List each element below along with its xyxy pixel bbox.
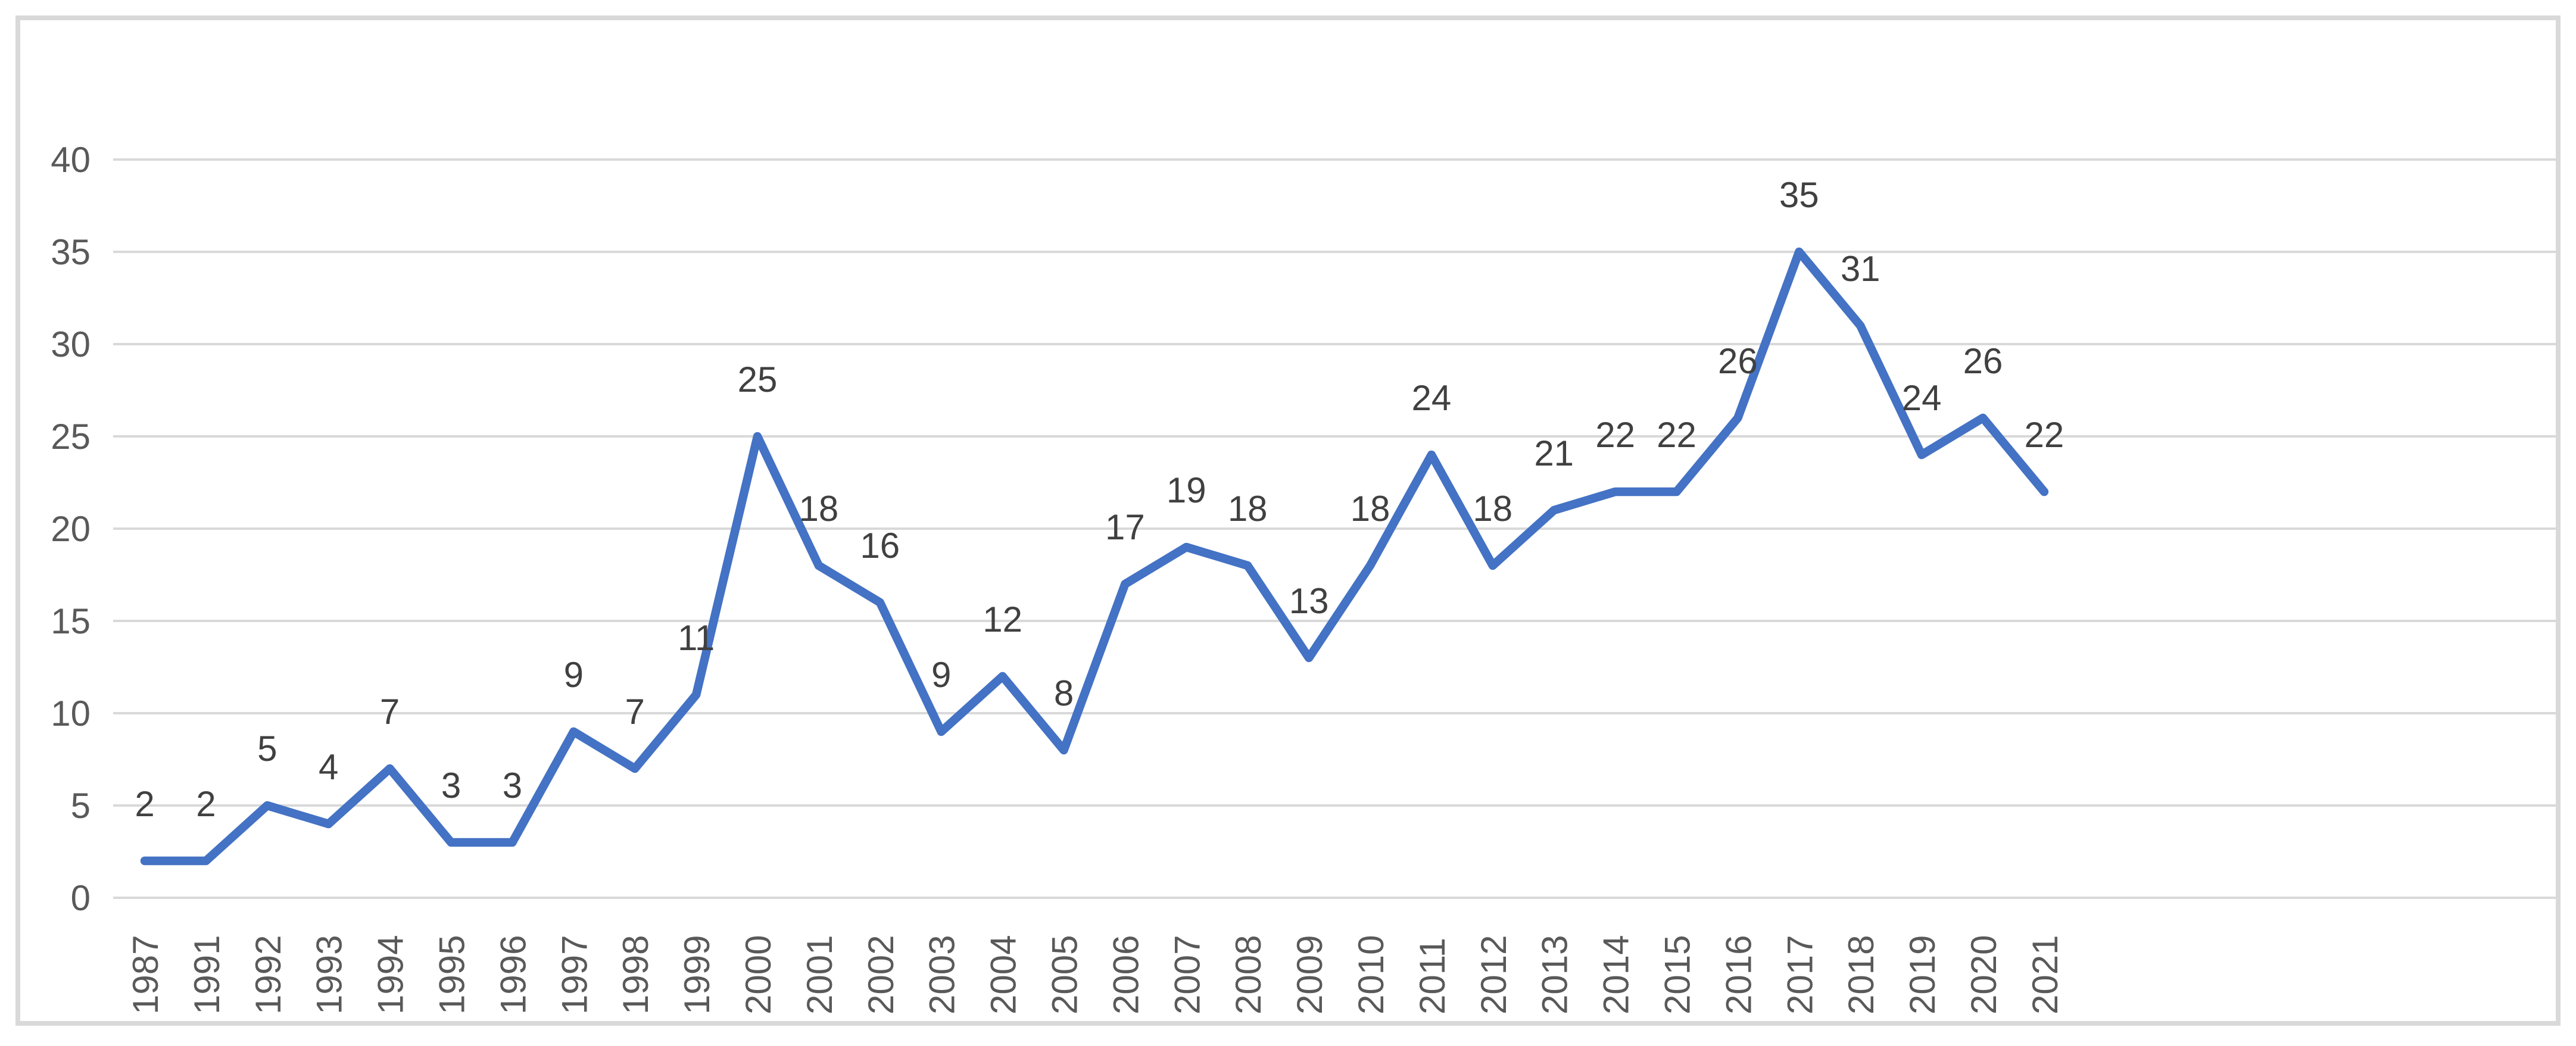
x-axis-tick-label: 2007 [1167, 935, 1207, 1014]
x-axis-tick-label: 2003 [922, 935, 962, 1014]
x-axis-tick-label: 2004 [984, 935, 1024, 1014]
data-label: 22 [2025, 415, 2064, 455]
x-axis-tick-label: 2014 [1596, 935, 1636, 1014]
x-axis-tick-label: 2020 [1964, 935, 2004, 1014]
data-label: 26 [1963, 341, 2003, 381]
data-label: 13 [1289, 581, 1329, 621]
data-label: 4 [319, 747, 338, 787]
data-label: 17 [1105, 507, 1145, 547]
x-axis-tick-label: 2006 [1106, 935, 1146, 1014]
data-label: 3 [503, 766, 522, 805]
x-axis-tick-label: 2018 [1841, 935, 1881, 1014]
x-axis-tick-label: 1995 [432, 935, 472, 1014]
data-label: 31 [1841, 249, 1880, 289]
data-label: 18 [1351, 489, 1390, 529]
data-label: 18 [1228, 489, 1268, 529]
y-axis-tick-label: 20 [51, 509, 91, 549]
x-axis-tick-label: 1996 [493, 935, 533, 1014]
x-axis-tick-label: 2013 [1535, 935, 1575, 1014]
x-axis-tick-label: 2016 [1719, 935, 1758, 1014]
x-axis-tick-label: 2002 [861, 935, 901, 1014]
data-label: 18 [1473, 489, 1512, 529]
data-label: 18 [799, 489, 839, 529]
x-axis-tick-label: 2021 [2025, 935, 2065, 1014]
y-axis-tick-label: 0 [71, 878, 91, 918]
data-label: 22 [1657, 415, 1696, 455]
data-label: 7 [380, 692, 400, 732]
y-axis-tick-label: 30 [51, 324, 91, 364]
data-label: 19 [1167, 470, 1206, 510]
x-axis-tick-label: 2012 [1474, 935, 1514, 1014]
x-axis-tick-label: 2010 [1351, 935, 1391, 1014]
data-label: 8 [1054, 673, 1074, 713]
chart-border [15, 15, 2561, 1026]
data-label: 7 [625, 692, 645, 732]
data-label: 3 [441, 766, 461, 805]
data-label: 26 [1718, 341, 1758, 381]
data-label: 25 [738, 360, 778, 399]
data-series-line [140, 247, 2049, 866]
x-axis-tick-label: 2005 [1045, 935, 1085, 1014]
data-label: 5 [257, 729, 277, 769]
y-axis-tick-label: 5 [71, 786, 91, 826]
x-axis-tick-label: 2009 [1290, 935, 1330, 1014]
data-label: 22 [1595, 415, 1635, 455]
x-axis-tick-label: 1993 [310, 935, 350, 1014]
x-axis-tick-label: 2017 [1780, 935, 1820, 1014]
data-label: 12 [983, 600, 1022, 639]
data-label: 16 [860, 526, 900, 566]
x-axis-tick-label: 1994 [371, 935, 411, 1014]
y-axis-tick-label: 25 [51, 417, 91, 457]
data-label: 9 [931, 655, 951, 695]
data-label: 11 [678, 618, 715, 658]
x-axis-tick-label: 1991 [187, 935, 227, 1014]
x-axis-tick-label: 1998 [616, 935, 656, 1014]
data-label: 24 [1412, 378, 1452, 418]
data-label: 24 [1902, 378, 1942, 418]
data-label: 9 [564, 655, 584, 695]
x-axis-tick-label: 2019 [1903, 935, 1942, 1014]
x-axis-tick-label: 1992 [248, 935, 288, 1014]
data-label: 35 [1779, 175, 1819, 215]
y-axis-tick-label: 15 [51, 601, 91, 641]
x-axis-tick-label: 1997 [554, 935, 594, 1014]
x-axis-tick-label: 2001 [800, 935, 840, 1014]
y-axis-tick-label: 35 [51, 232, 91, 272]
y-axis-tick-label: 10 [51, 694, 91, 733]
x-axis-tick-label: 2000 [738, 935, 778, 1014]
data-label: 2 [196, 784, 216, 824]
y-axis-tick-label: 40 [51, 140, 91, 180]
x-axis-tick-label: 1999 [677, 935, 717, 1014]
x-axis-tick-label: 2011 [1412, 938, 1452, 1014]
data-label: 21 [1534, 433, 1574, 473]
data-label: 2 [135, 784, 154, 824]
x-axis-tick-label: 2008 [1228, 935, 1268, 1014]
x-axis-tick-label: 1987 [126, 935, 166, 1014]
x-axis-tick-label: 2015 [1658, 935, 1698, 1014]
